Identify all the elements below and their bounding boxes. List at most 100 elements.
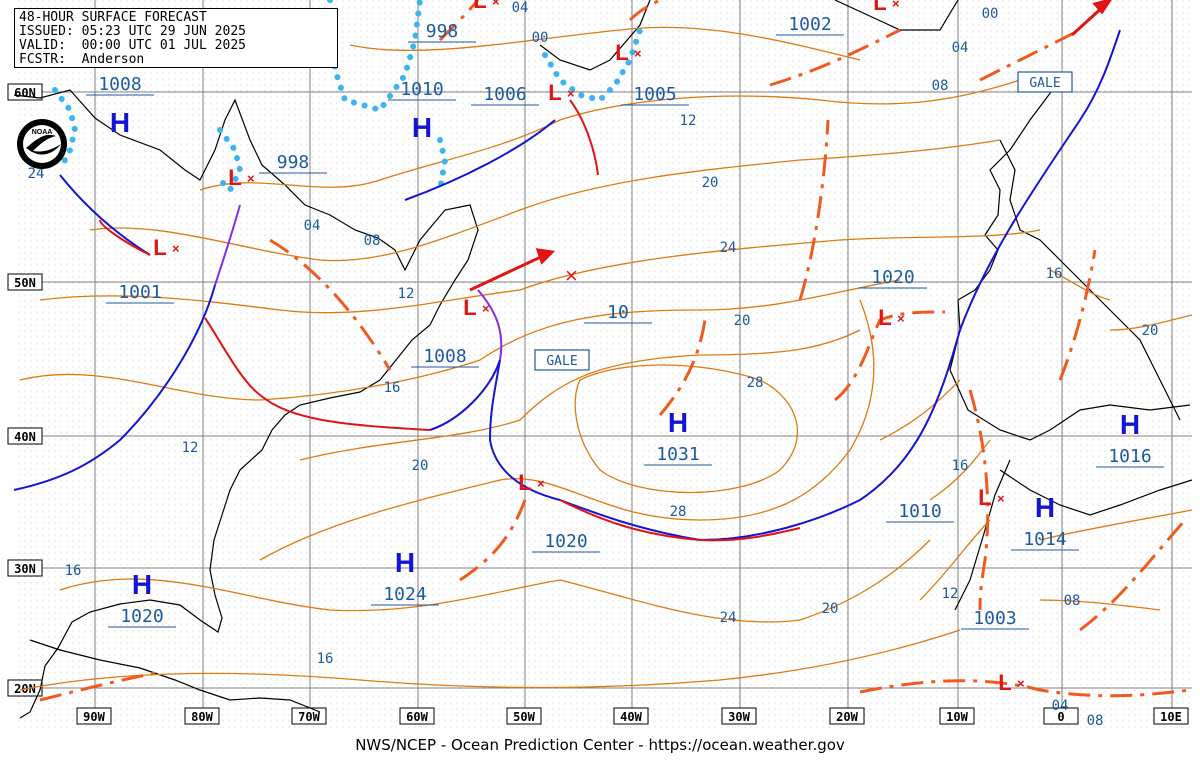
- svg-text:10E: 10E: [1160, 710, 1182, 724]
- forecaster-name: FCSTR: Anderson: [19, 52, 145, 67]
- low-pressure-symbol: L ×: [998, 670, 1025, 695]
- svg-text:×: ×: [634, 46, 642, 61]
- svg-text:L: L: [518, 470, 531, 495]
- isobar-label: 00: [532, 30, 549, 46]
- low-pressure-center: 1010: [886, 501, 954, 523]
- isobar-label: 20: [412, 458, 429, 474]
- isobar-label: 08: [1087, 713, 1104, 729]
- storm-x-mark: ×: [565, 263, 578, 288]
- low-pressure-symbol: L ×: [473, 0, 500, 13]
- isobar-label: 24: [720, 240, 737, 256]
- footer-credit: NWS/NCEP - Ocean Prediction Center - htt…: [0, 734, 1200, 762]
- latitude-label: 40N: [7, 427, 43, 445]
- latitude-label: 20N: [7, 679, 43, 697]
- troughs: [39, 0, 1191, 702]
- longitude-label: 10E: [1153, 707, 1189, 725]
- svg-text:40W: 40W: [620, 710, 642, 724]
- svg-text:1010: 1010: [898, 501, 941, 522]
- svg-text:×: ×: [1017, 676, 1025, 691]
- svg-text:0: 0: [1057, 710, 1064, 724]
- issued-time: ISSUED: 05:23 UTC 29 JUN 2025: [19, 24, 246, 39]
- svg-text:1031: 1031: [656, 444, 699, 465]
- svg-text:H: H: [132, 569, 152, 600]
- latitude-label: 60N: [7, 83, 43, 101]
- isobar-label: 16: [1046, 266, 1063, 282]
- low-pressure-center: 1020: [859, 267, 927, 289]
- svg-text:1010: 1010: [400, 79, 443, 100]
- latitude-label: 30N: [7, 559, 43, 577]
- svg-text:H: H: [1035, 492, 1055, 523]
- svg-text:L: L: [463, 295, 476, 320]
- longitude-label: 80W: [184, 707, 220, 725]
- svg-text:H: H: [668, 407, 688, 438]
- isobar-label: 12: [680, 113, 697, 129]
- svg-text:1020: 1020: [871, 267, 914, 288]
- svg-text:×: ×: [567, 86, 575, 101]
- lat-lon-grid: 90W 80W 70W 60W 50W 40W 30W 20W 10W 0 10E 60N 50N 40N…: [7, 0, 1192, 725]
- noaa-logo: NOAA: [17, 119, 67, 169]
- isobar-label: 04: [512, 0, 529, 16]
- svg-text:L: L: [878, 305, 891, 330]
- svg-text:×: ×: [997, 491, 1005, 506]
- svg-text:1024: 1024: [383, 584, 426, 605]
- svg-text:60N: 60N: [14, 86, 36, 100]
- svg-text:L: L: [473, 0, 486, 13]
- high-pressure-center: H 1020: [108, 569, 176, 628]
- svg-text:50W: 50W: [513, 710, 535, 724]
- isobar-label: 28: [747, 375, 764, 391]
- svg-text:GALE: GALE: [546, 354, 577, 369]
- svg-text:80W: 80W: [191, 710, 213, 724]
- longitude-label: 0: [1043, 707, 1079, 725]
- svg-text:40N: 40N: [14, 430, 36, 444]
- high-pressure-center: H 1010: [388, 79, 456, 143]
- low-pressure-center: 1002: [776, 14, 844, 36]
- low-pressure-center: 998: [408, 21, 476, 43]
- svg-text:L: L: [998, 670, 1011, 695]
- isobar-label: 12: [182, 440, 199, 456]
- isobar-label: 12: [942, 586, 959, 602]
- svg-text:×: ×: [492, 0, 500, 9]
- isobar-label: 08: [1064, 593, 1081, 609]
- svg-text:90W: 90W: [83, 710, 105, 724]
- low-pressure-symbol: L ×: [615, 40, 642, 65]
- svg-text:30N: 30N: [14, 562, 36, 576]
- isobar-label: 04: [1052, 698, 1069, 714]
- svg-text:×: ×: [537, 476, 545, 491]
- fronts: [13, 29, 1121, 542]
- isobar-label: 16: [65, 563, 82, 579]
- low-pressure-symbol: L ×: [228, 165, 255, 190]
- low-pressure-symbol: L ×: [978, 485, 1005, 510]
- svg-text:L: L: [548, 80, 561, 105]
- isobar-label: 04: [304, 218, 321, 234]
- map-labels: H1008H1031H1024H1020H1016H1014H101010011…: [28, 0, 1164, 729]
- isobar-label: 20: [822, 601, 839, 617]
- svg-text:10: 10: [607, 302, 629, 323]
- low-pressure-center: 1020: [532, 531, 600, 553]
- gale-warning-label: GALE: [534, 349, 590, 371]
- svg-text:1008: 1008: [423, 346, 466, 367]
- isobar-label: 12: [398, 286, 415, 302]
- longitude-label: 40W: [613, 707, 649, 725]
- low-pressure-symbol: L ×: [463, 295, 490, 320]
- svg-text:GALE: GALE: [1029, 76, 1060, 91]
- svg-text:998: 998: [277, 152, 310, 173]
- low-pressure-center: 1005: [621, 84, 689, 106]
- isobar-label: 00: [982, 6, 999, 22]
- svg-text:1016: 1016: [1108, 446, 1151, 467]
- svg-text:×: ×: [247, 171, 255, 186]
- svg-text:1008: 1008: [98, 74, 141, 95]
- svg-text:1005: 1005: [633, 84, 676, 105]
- storm-track-arrows: [469, 0, 1112, 292]
- longitude-label: 30W: [721, 707, 757, 725]
- low-pressure-symbol: L ×: [878, 305, 905, 330]
- isobar-label: 16: [317, 651, 334, 667]
- svg-text:60W: 60W: [406, 710, 428, 724]
- coastlines: [13, 0, 1193, 719]
- low-pressure-symbol: L ×: [518, 470, 545, 495]
- isobar-label: 08: [364, 233, 381, 249]
- isobar-label: 20: [702, 175, 719, 191]
- isobar-label: 24: [720, 610, 737, 626]
- latitude-label: 50N: [7, 273, 43, 291]
- map-background: [14, 0, 1192, 732]
